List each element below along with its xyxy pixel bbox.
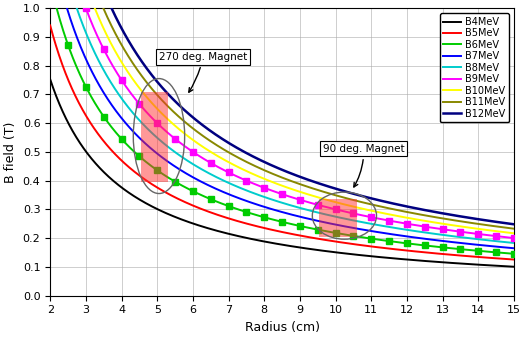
B10MeV xyxy=(408,217,415,221)
B11MeV xyxy=(365,202,372,206)
Line: B7MeV: B7MeV xyxy=(50,0,514,248)
B12MeV xyxy=(365,196,372,200)
B4MeV xyxy=(94,164,101,168)
B9MeV xyxy=(94,34,101,39)
B4MeV xyxy=(235,234,241,238)
B9MeV xyxy=(511,236,517,240)
B5MeV xyxy=(47,23,54,27)
B9MeV xyxy=(408,222,415,226)
Text: 270 deg. Magnet: 270 deg. Magnet xyxy=(159,52,247,92)
B5MeV xyxy=(365,244,372,248)
B6MeV xyxy=(251,213,258,217)
Bar xyxy=(141,92,168,182)
B7MeV xyxy=(94,80,101,84)
B4MeV xyxy=(365,254,372,258)
X-axis label: Radius (cm): Radius (cm) xyxy=(245,321,320,334)
B6MeV xyxy=(365,236,372,240)
B4MeV xyxy=(417,259,423,263)
B12MeV xyxy=(511,222,517,226)
B7MeV xyxy=(408,235,415,239)
B11MeV xyxy=(417,213,423,217)
B8MeV xyxy=(235,185,241,189)
B5MeV xyxy=(235,219,241,223)
Line: B6MeV: B6MeV xyxy=(50,0,514,254)
B4MeV xyxy=(408,258,415,262)
B10MeV xyxy=(511,231,517,235)
Line: B8MeV: B8MeV xyxy=(50,0,514,243)
B8MeV xyxy=(511,241,517,245)
B9MeV xyxy=(365,215,372,219)
B8MeV xyxy=(408,228,415,233)
B7MeV xyxy=(235,196,241,200)
B10MeV xyxy=(94,13,101,17)
B5MeV xyxy=(94,131,101,135)
B9MeV xyxy=(235,175,241,179)
B5MeV xyxy=(417,250,423,254)
B6MeV xyxy=(417,243,423,247)
B5MeV xyxy=(251,224,258,228)
Line: B9MeV: B9MeV xyxy=(50,0,514,238)
B12MeV xyxy=(235,146,241,150)
Y-axis label: B field (T): B field (T) xyxy=(4,121,17,183)
B10MeV xyxy=(417,218,423,222)
Text: 90 deg. Magnet: 90 deg. Magnet xyxy=(323,144,405,187)
B7MeV xyxy=(511,246,517,250)
B10MeV xyxy=(235,165,241,169)
B8MeV xyxy=(365,221,372,225)
B8MeV xyxy=(251,191,258,195)
B10MeV xyxy=(365,208,372,212)
B5MeV xyxy=(511,258,517,262)
Line: B5MeV: B5MeV xyxy=(50,25,514,260)
B4MeV xyxy=(47,77,54,81)
B11MeV xyxy=(408,211,415,215)
B8MeV xyxy=(417,230,423,234)
B6MeV xyxy=(511,252,517,256)
B6MeV xyxy=(408,242,415,246)
Line: B12MeV: B12MeV xyxy=(50,0,514,224)
B7MeV xyxy=(417,236,423,240)
B12MeV xyxy=(417,207,423,211)
Line: B10MeV: B10MeV xyxy=(50,0,514,233)
B12MeV xyxy=(408,206,415,210)
B4MeV xyxy=(511,265,517,269)
B5MeV xyxy=(408,249,415,253)
B7MeV xyxy=(365,228,372,233)
B9MeV xyxy=(251,182,258,186)
B10MeV xyxy=(251,173,258,177)
B8MeV xyxy=(94,56,101,61)
B4MeV xyxy=(251,238,258,242)
B7MeV xyxy=(251,202,258,206)
B6MeV xyxy=(235,207,241,211)
Line: B11MeV: B11MeV xyxy=(50,0,514,229)
B11MeV xyxy=(251,164,258,168)
Legend: B4MeV, B5MeV, B6MeV, B7MeV, B8MeV, B9MeV, B10MeV, B11MeV, B12MeV: B4MeV, B5MeV, B6MeV, B7MeV, B8MeV, B9MeV… xyxy=(439,13,509,122)
B6MeV xyxy=(94,105,101,109)
B9MeV xyxy=(417,224,423,228)
B11MeV xyxy=(511,227,517,231)
B12MeV xyxy=(251,155,258,159)
Line: B4MeV: B4MeV xyxy=(50,79,514,267)
Bar xyxy=(319,199,357,237)
B11MeV xyxy=(235,155,241,160)
